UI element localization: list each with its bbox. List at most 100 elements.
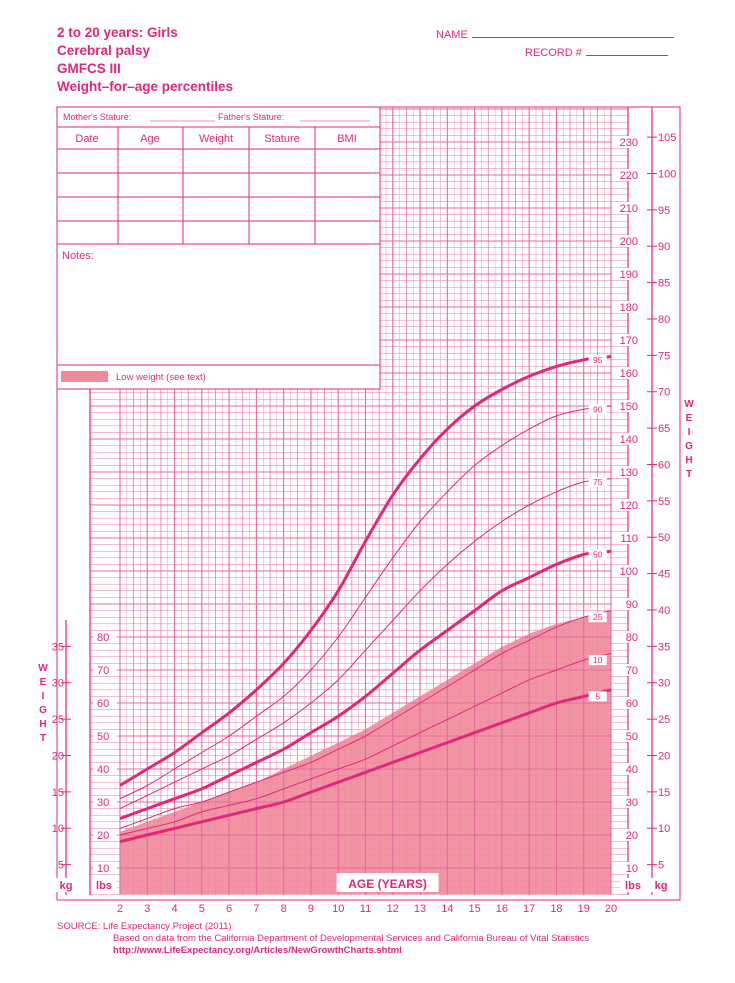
mothers-stature-label: Mother's Stature:: [63, 112, 131, 122]
lbs-tick-left: 50: [97, 731, 109, 743]
weight-letter: E: [685, 413, 693, 424]
lbs-tick-bg: [612, 136, 639, 148]
lbs-tick-bg: [612, 169, 639, 181]
kg-tick-right: 75: [658, 350, 670, 362]
weight-letter: I: [41, 691, 45, 702]
footer: SOURCE: Life Expectancy Project (2011) B…: [57, 921, 589, 957]
lbs-tick-right: 170: [620, 335, 638, 347]
weight-letter: H: [685, 455, 693, 466]
lbs-tick-right: 70: [626, 665, 638, 677]
percentile-curve-5: [119, 688, 612, 844]
col-header-age: Age: [140, 133, 160, 145]
percentile-label-10: 10: [593, 655, 603, 665]
percentile-label-bg: [588, 655, 607, 666]
lbs-tick-right: 80: [626, 632, 638, 644]
age-tick-label: 7: [253, 903, 259, 915]
fathers-stature-label: Father's Stature:: [218, 112, 284, 122]
lbs-tick-bg: [612, 862, 639, 874]
lbs-tick-bg: [93, 862, 117, 874]
weight-letter: I: [687, 427, 691, 438]
lbs-tick-bg: [612, 466, 639, 478]
lbs-tick-left: 20: [97, 830, 109, 842]
age-tick-label: 15: [468, 903, 480, 915]
lbs-tick-bg: [93, 829, 117, 841]
weight-letter: W: [38, 663, 48, 674]
kg-tick-right: 5: [658, 860, 664, 872]
lbs-tick-right: 120: [620, 500, 638, 512]
name-line[interactable]: [471, 28, 674, 38]
age-tick-label: 3: [144, 903, 150, 915]
percentile-label-90: 90: [593, 404, 603, 414]
lbs-tick-bg: [612, 268, 639, 280]
lbs-tick-right: 100: [620, 566, 638, 578]
lbs-tick-bg: [612, 730, 639, 742]
kg-tick-right: 70: [658, 387, 670, 399]
lbs-tick-bg: [612, 433, 639, 445]
lbs-tick-right: 90: [626, 599, 638, 611]
kg-tick-right: 10: [658, 823, 670, 835]
percentile-curve-95: [119, 355, 612, 787]
percentile-curve-25: [119, 610, 612, 829]
lbs-tick-bg: [612, 598, 639, 610]
age-tick-label: 18: [550, 903, 562, 915]
legend-label: Low weight (see text): [116, 372, 206, 383]
record-line[interactable]: [585, 46, 668, 56]
lbs-tick-right: 220: [620, 170, 638, 182]
lbs-tick-bg: [93, 796, 117, 808]
percentile-curves: 95 90 75 50 25 10 5: [119, 354, 612, 844]
percentile-label-95: 95: [593, 355, 603, 365]
unit-label-bg: [91, 878, 117, 892]
record-form: Mother's Stature: Father's Stature: Date…: [56, 106, 381, 390]
record-field[interactable]: RECORD #: [525, 46, 668, 59]
lbs-tick-bg: [612, 829, 639, 841]
name-field[interactable]: NAME: [436, 28, 674, 41]
kg-tick-right: 105: [658, 132, 676, 144]
percentile-label-bg: [588, 549, 607, 560]
lbs-tick-left: 70: [97, 665, 109, 677]
col-header-stature: Stature: [264, 133, 299, 145]
percentile-label-5: 5: [595, 691, 600, 701]
lbs-tick-bg: [612, 763, 639, 775]
lbs-tick-right: 180: [620, 302, 638, 314]
lbs-tick-bg: [93, 697, 117, 709]
name-label: NAME: [436, 29, 468, 41]
kg-tick-left: 5: [58, 860, 64, 872]
lbs-tick-right: 40: [626, 764, 638, 776]
lbs-tick-bg: [612, 664, 639, 676]
unit-lbs-left: lbs: [96, 880, 112, 892]
percentile-label-bg: [588, 691, 607, 702]
unit-label-bg: [620, 878, 646, 892]
lbs-tick-right: 190: [620, 269, 638, 281]
kg-tick-right: 80: [658, 314, 670, 326]
lbs-tick-bg: [612, 334, 639, 346]
unit-lbs-right: lbs: [625, 880, 641, 892]
lbs-tick-right: 150: [620, 401, 638, 413]
age-axis-label-bg: [336, 873, 439, 892]
kg-tick-left: 10: [52, 823, 64, 835]
kg-tick-right: 60: [658, 459, 670, 471]
age-tick-label: 12: [387, 903, 399, 915]
lbs-tick-right: 140: [620, 434, 638, 446]
kg-tick-right: 65: [658, 423, 670, 435]
col-header-bmi: BMI: [337, 133, 357, 145]
lbs-tick-right: 50: [626, 731, 638, 743]
unit-kg-right: kg: [655, 880, 668, 892]
age-axis-label: AGE (YEARS): [348, 877, 427, 891]
age-tick-label: 16: [496, 903, 508, 915]
percentile-label-bg: [588, 476, 607, 487]
col-header-date: Date: [75, 133, 98, 145]
kg-tick-right: 15: [658, 787, 670, 799]
source-url[interactable]: http://www.LifeExpectancy.org/Articles/N…: [113, 945, 402, 956]
lbs-tick-bg: [93, 763, 117, 775]
unit-kg-left: kg: [60, 880, 73, 892]
kg-tick-left: 35: [52, 641, 64, 653]
legend-swatch: [61, 371, 108, 382]
lbs-tick-bg: [612, 565, 639, 577]
lbs-tick-left: 80: [97, 632, 109, 644]
lbs-tick-left: 60: [97, 698, 109, 710]
weight-letter: T: [685, 469, 693, 480]
